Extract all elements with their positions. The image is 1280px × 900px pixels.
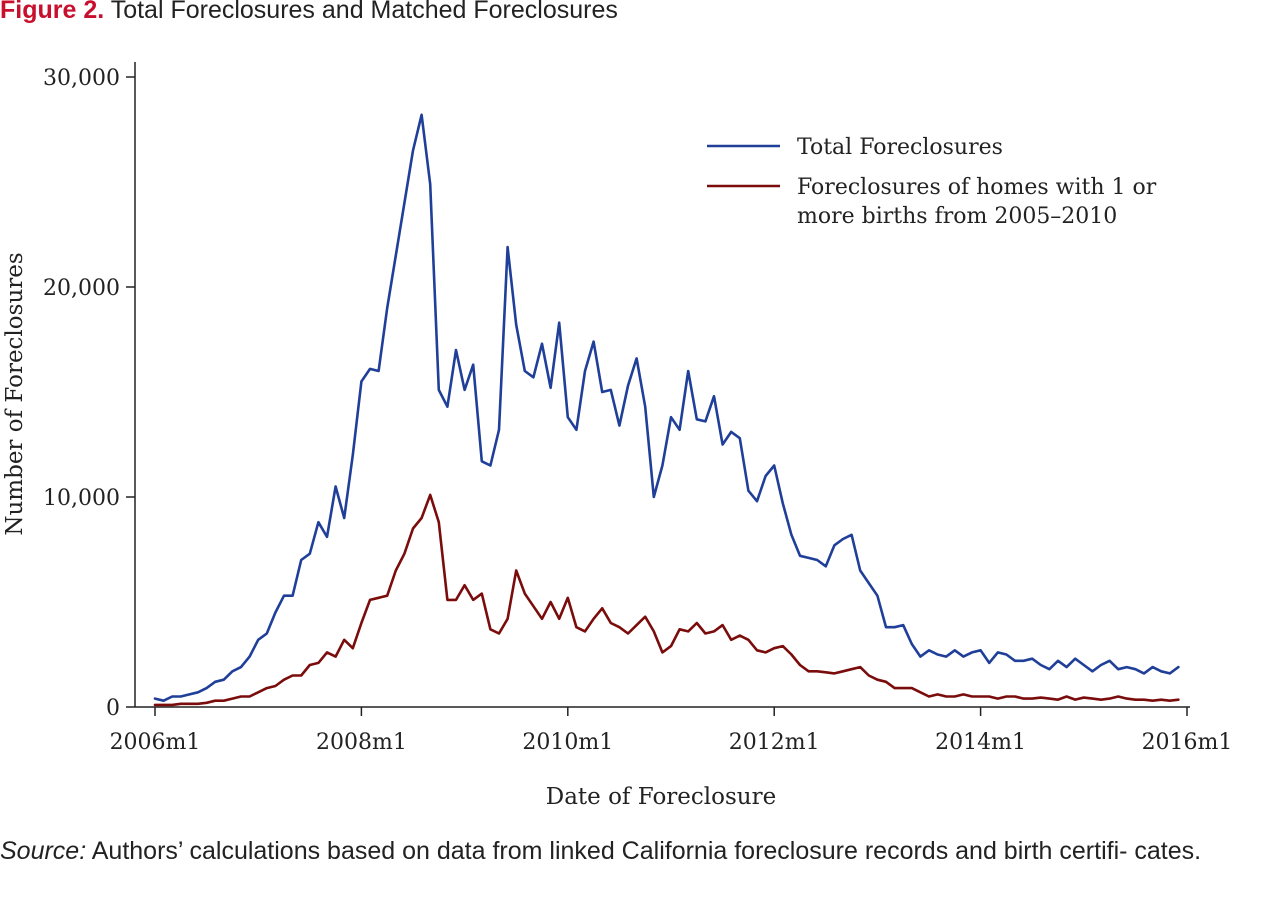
figure-title: Figure 2. Total Foreclosures and Matched… xyxy=(0,0,618,25)
legend-label: Foreclosures of homes with 1 or xyxy=(797,175,1157,200)
legend: Total Foreclosures Foreclosures of homes … xyxy=(707,135,1157,229)
y-tick-label: 30,000 xyxy=(43,66,120,91)
x-axis-label: Date of Foreclosure xyxy=(546,784,776,810)
x-tick-label: 2010m1 xyxy=(522,730,613,755)
source-text: Authors’ calculations based on data from… xyxy=(91,837,1202,865)
figure-title-text: Total Foreclosures and Matched Foreclosu… xyxy=(110,0,618,24)
x-axis-ticks: 2006m1 2008m1 2010m1 2012m1 2014m1 2016m1 xyxy=(110,707,1233,755)
y-axis-label: Number of Foreclosures xyxy=(2,252,28,535)
y-axis-ticks: 0 10,000 20,000 30,000 xyxy=(43,66,135,721)
total-foreclosures-line xyxy=(153,113,1180,703)
x-tick-label: 2008m1 xyxy=(316,730,407,755)
y-tick-label: 10,000 xyxy=(43,486,120,511)
x-tick-label: 2014m1 xyxy=(935,730,1026,755)
x-tick-label: 2012m1 xyxy=(729,730,820,755)
legend-label: Total Foreclosures xyxy=(797,135,1003,160)
x-tick-label: 2006m1 xyxy=(110,730,201,755)
matched-foreclosures-line xyxy=(153,493,1180,707)
y-tick-label: 0 xyxy=(106,696,120,721)
x-tick-label: 2016m1 xyxy=(1142,730,1233,755)
figure-label: Figure 2. xyxy=(0,0,105,24)
y-tick-label: 20,000 xyxy=(43,276,120,301)
series-group xyxy=(153,113,1180,707)
legend-label: more births from 2005–2010 xyxy=(797,204,1117,229)
source-note: Source: Authors’ calculations based on d… xyxy=(0,832,1280,870)
source-label: Source: xyxy=(0,837,87,865)
